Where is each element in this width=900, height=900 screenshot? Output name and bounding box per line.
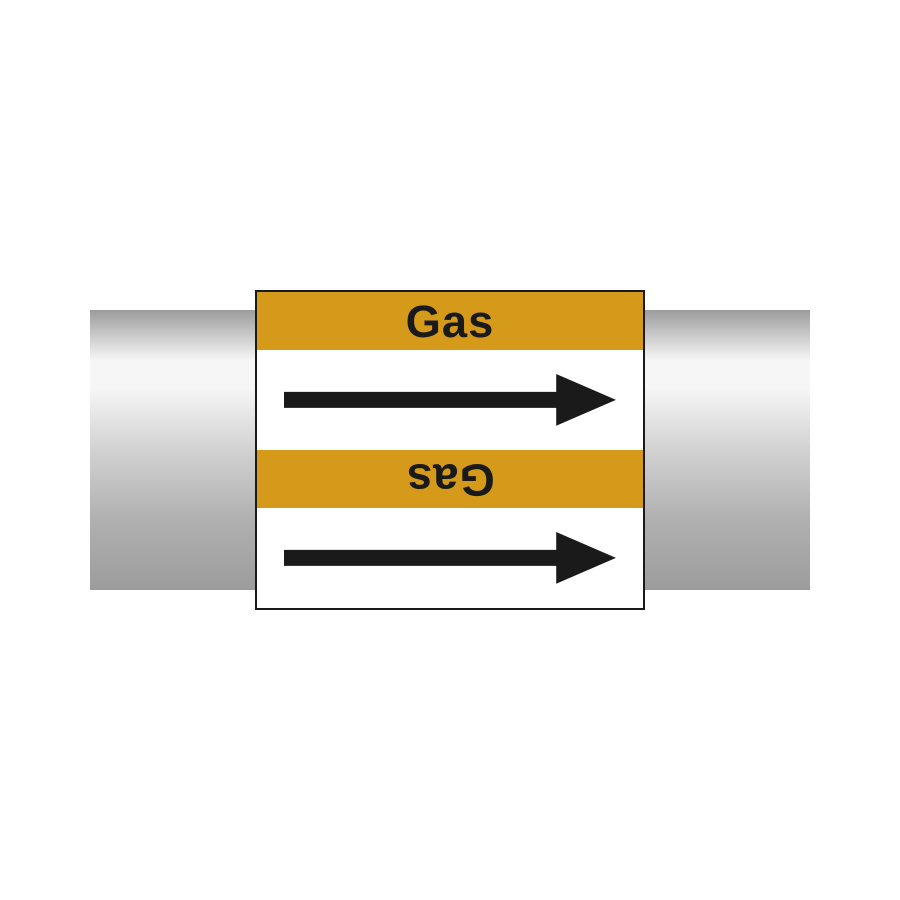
flow-arrow-bottom [284, 508, 616, 608]
pipe-marker-label: Gas Gas [255, 290, 645, 610]
label-band-bottom: Gas [257, 450, 643, 508]
flow-arrow-top [284, 350, 616, 450]
arrow-row-bottom [257, 508, 643, 608]
arrow-right-icon [284, 370, 616, 430]
pipe-right-segment [644, 310, 810, 590]
pipe-marker-figure: Gas Gas [0, 0, 900, 900]
pipe-left-segment [90, 310, 256, 590]
label-text-top: Gas [406, 299, 495, 344]
arrow-row-top [257, 350, 643, 450]
arrow-right-icon [284, 528, 616, 588]
label-text-bottom: Gas [406, 457, 495, 502]
label-band-top: Gas [257, 292, 643, 350]
